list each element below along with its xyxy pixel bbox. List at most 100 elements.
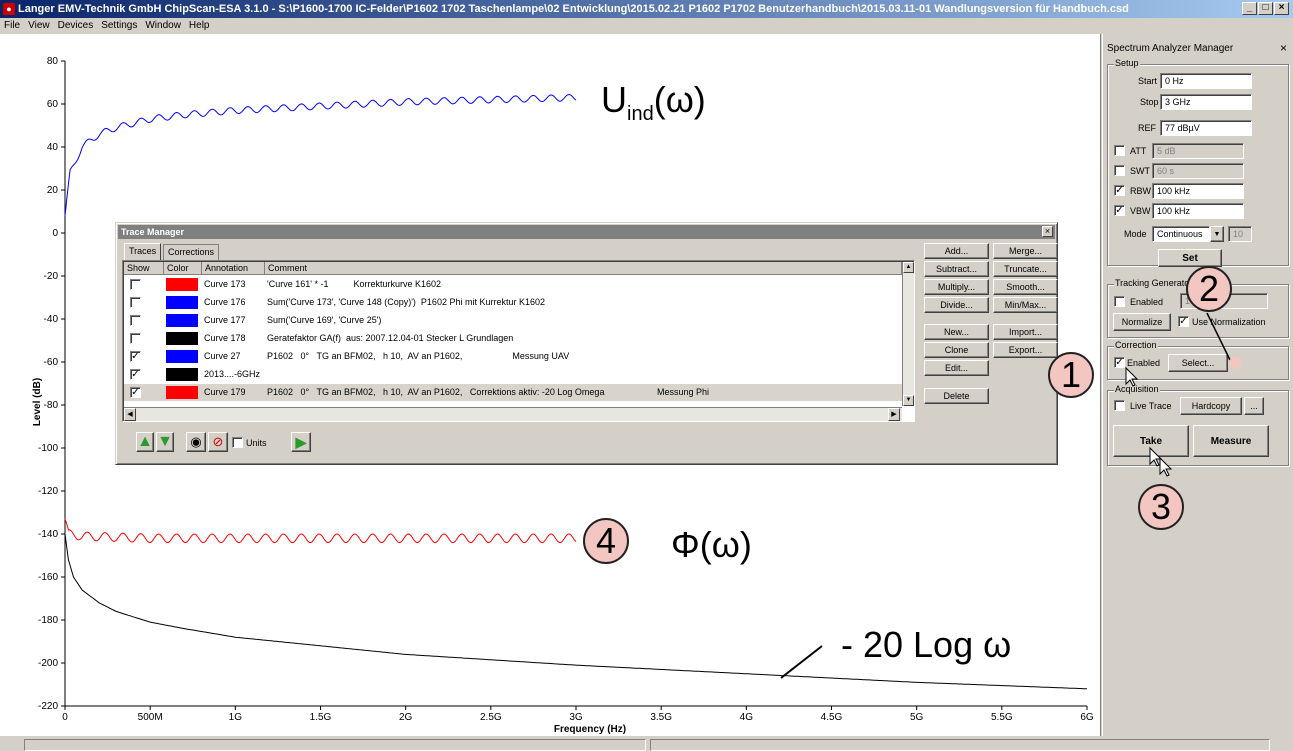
hide-all-button[interactable]: ⊘ — [208, 432, 228, 452]
delete-button[interactable]: Delete — [924, 388, 989, 404]
measure-button[interactable]: Measure — [1193, 425, 1269, 457]
hardcopy-options-button[interactable]: ... — [1244, 397, 1264, 415]
trace-table[interactable]: Show Color Annotation Comment ▲ ▼ ◀ ▶ Cu… — [122, 260, 915, 422]
smooth-button[interactable]: Smooth... — [993, 279, 1058, 295]
color-swatch[interactable] — [166, 278, 198, 291]
att-checkbox[interactable] — [1114, 145, 1125, 156]
subtract-button[interactable]: Subtract... — [924, 261, 989, 277]
maximize-button[interactable]: □ — [1258, 2, 1273, 15]
units-checkbox[interactable] — [232, 437, 243, 448]
table-row[interactable]: Curve 176 Sum('Curve 173', 'Curve 148 (Co… — [124, 294, 902, 311]
show-checkbox[interactable] — [130, 279, 141, 290]
scroll-right-icon[interactable]: ▶ — [888, 408, 900, 421]
set-button[interactable]: Set — [1158, 249, 1222, 267]
x-tick-label: 1G — [229, 712, 243, 723]
tab-corrections[interactable]: Corrections — [163, 244, 220, 260]
trace-manager-close-icon[interactable]: × — [1042, 226, 1053, 237]
table-row[interactable]: Curve 173 'Curve 161' * -1 Korrekturkurve… — [124, 276, 902, 293]
close-button[interactable]: × — [1274, 2, 1289, 15]
mode-dropdown-icon[interactable]: ▼ — [1210, 226, 1224, 242]
take-button[interactable]: Take — [1113, 425, 1189, 457]
col-show[interactable]: Show — [124, 262, 164, 275]
normalize-button[interactable]: Normalize — [1113, 313, 1171, 331]
new-button[interactable]: New... — [924, 324, 989, 340]
minimize-button[interactable]: _ — [1242, 2, 1257, 15]
annotation-cell: Curve 179 — [204, 387, 246, 397]
color-swatch[interactable] — [166, 350, 198, 363]
show-checkbox[interactable]: ✓ — [130, 369, 141, 380]
att-label: ATT — [1130, 146, 1147, 156]
live-trace-checkbox[interactable] — [1114, 400, 1125, 411]
menu-window[interactable]: Window — [145, 20, 181, 31]
vbw-label: VBW — [1130, 206, 1151, 216]
spectrum-chart[interactable]: 806040200-20-40-60-80-100-120-140-160-18… — [0, 34, 1101, 736]
color-swatch[interactable] — [166, 296, 198, 309]
menu-file[interactable]: File — [4, 20, 21, 31]
units-label: Units — [246, 438, 267, 448]
move-down-button[interactable]: ▼ — [156, 432, 174, 452]
scroll-up-icon[interactable]: ▲ — [903, 262, 914, 273]
apply-button[interactable]: ▶ — [291, 432, 311, 452]
table-row[interactable]: Curve 178 Geratefaktor GA(f) aus: 2007.12… — [124, 330, 902, 347]
col-comment[interactable]: Comment — [265, 262, 902, 275]
panel-close-icon[interactable]: × — [1279, 41, 1287, 55]
color-swatch[interactable] — [166, 314, 198, 327]
correction-enabled-checkbox[interactable]: ✓ — [1114, 357, 1125, 368]
stop-input[interactable]: 3 GHz — [1160, 94, 1252, 110]
ref-label: REF — [1138, 123, 1156, 133]
scroll-down-icon[interactable]: ▼ — [903, 395, 914, 406]
show-checkbox[interactable] — [130, 315, 141, 326]
menu-settings[interactable]: Settings — [101, 20, 138, 31]
ref-input[interactable]: 77 dBµV — [1160, 120, 1252, 136]
col-color[interactable]: Color — [164, 262, 202, 275]
color-swatch[interactable] — [166, 368, 198, 381]
move-up-button[interactable]: ▲ — [136, 432, 154, 452]
rbw-checkbox[interactable]: ✓ — [1114, 185, 1125, 196]
tab-traces[interactable]: Traces — [124, 243, 162, 260]
clone-button[interactable]: Clone — [924, 342, 989, 358]
divide-button[interactable]: Divide... — [924, 297, 989, 313]
hardcopy-button[interactable]: Hardcopy — [1180, 397, 1242, 415]
table-row[interactable]: ✓ Curve 27 P1602 0° TG an BFM02, h 10, AV … — [124, 348, 902, 365]
vbw-checkbox[interactable]: ✓ — [1114, 205, 1125, 216]
swt-checkbox[interactable] — [1114, 165, 1125, 176]
color-swatch[interactable] — [166, 386, 198, 399]
multiply-button[interactable]: Multiply... — [924, 279, 989, 295]
annotation-cell: Curve 178 — [204, 333, 246, 343]
export-button[interactable]: Export... — [993, 342, 1058, 358]
mode-select[interactable]: Continuous — [1152, 226, 1210, 242]
import-button[interactable]: Import... — [993, 324, 1058, 340]
x-axis-label: Frequency (Hz) — [554, 724, 626, 735]
show-all-button[interactable]: ◉ — [186, 432, 206, 452]
att-input[interactable]: 5 dB — [1152, 143, 1244, 159]
table-vscrollbar[interactable]: ▲ ▼ — [902, 262, 914, 406]
add-button[interactable]: Add... — [924, 243, 989, 259]
show-checkbox[interactable] — [130, 333, 141, 344]
use-normalization-checkbox[interactable]: ✓ — [1178, 316, 1189, 327]
show-checkbox[interactable]: ✓ — [130, 351, 141, 362]
table-row[interactable]: ✓ Curve 179 P1602 0° TG an BFM02, h 10, AV… — [124, 384, 902, 401]
color-swatch[interactable] — [166, 332, 198, 345]
swt-input[interactable]: 60 s — [1152, 163, 1244, 179]
menu-devices[interactable]: Devices — [57, 20, 94, 31]
rbw-input[interactable]: 100 kHz — [1152, 183, 1244, 199]
col-annotation[interactable]: Annotation — [202, 262, 265, 275]
truncate-button[interactable]: Truncate... — [993, 261, 1058, 277]
show-checkbox[interactable]: ✓ — [130, 387, 141, 398]
menu-view[interactable]: View — [28, 20, 50, 31]
tracking-enabled-checkbox[interactable] — [1114, 296, 1125, 307]
table-hscrollbar[interactable]: ◀ ▶ — [124, 407, 902, 421]
table-row[interactable]: Curve 177 Sum('Curve 169', 'Curve 25') — [124, 312, 902, 329]
correction-select-button[interactable]: Select... — [1168, 354, 1228, 372]
merge-button[interactable]: Merge... — [993, 243, 1058, 259]
scroll-left-icon[interactable]: ◀ — [124, 408, 136, 421]
vbw-input[interactable]: 100 kHz — [1152, 203, 1244, 219]
edit-button[interactable]: Edit... — [924, 360, 989, 376]
y-axis-label: Level (dB) — [32, 378, 43, 426]
menu-help[interactable]: Help — [188, 20, 210, 31]
table-row[interactable]: ✓ 2013....-6GHz — [124, 366, 902, 383]
start-input[interactable]: 0 Hz — [1160, 73, 1252, 89]
show-checkbox[interactable] — [130, 297, 141, 308]
mode-count-input[interactable]: 10 — [1228, 226, 1252, 242]
minmax-button[interactable]: Min/Max... — [993, 297, 1058, 313]
